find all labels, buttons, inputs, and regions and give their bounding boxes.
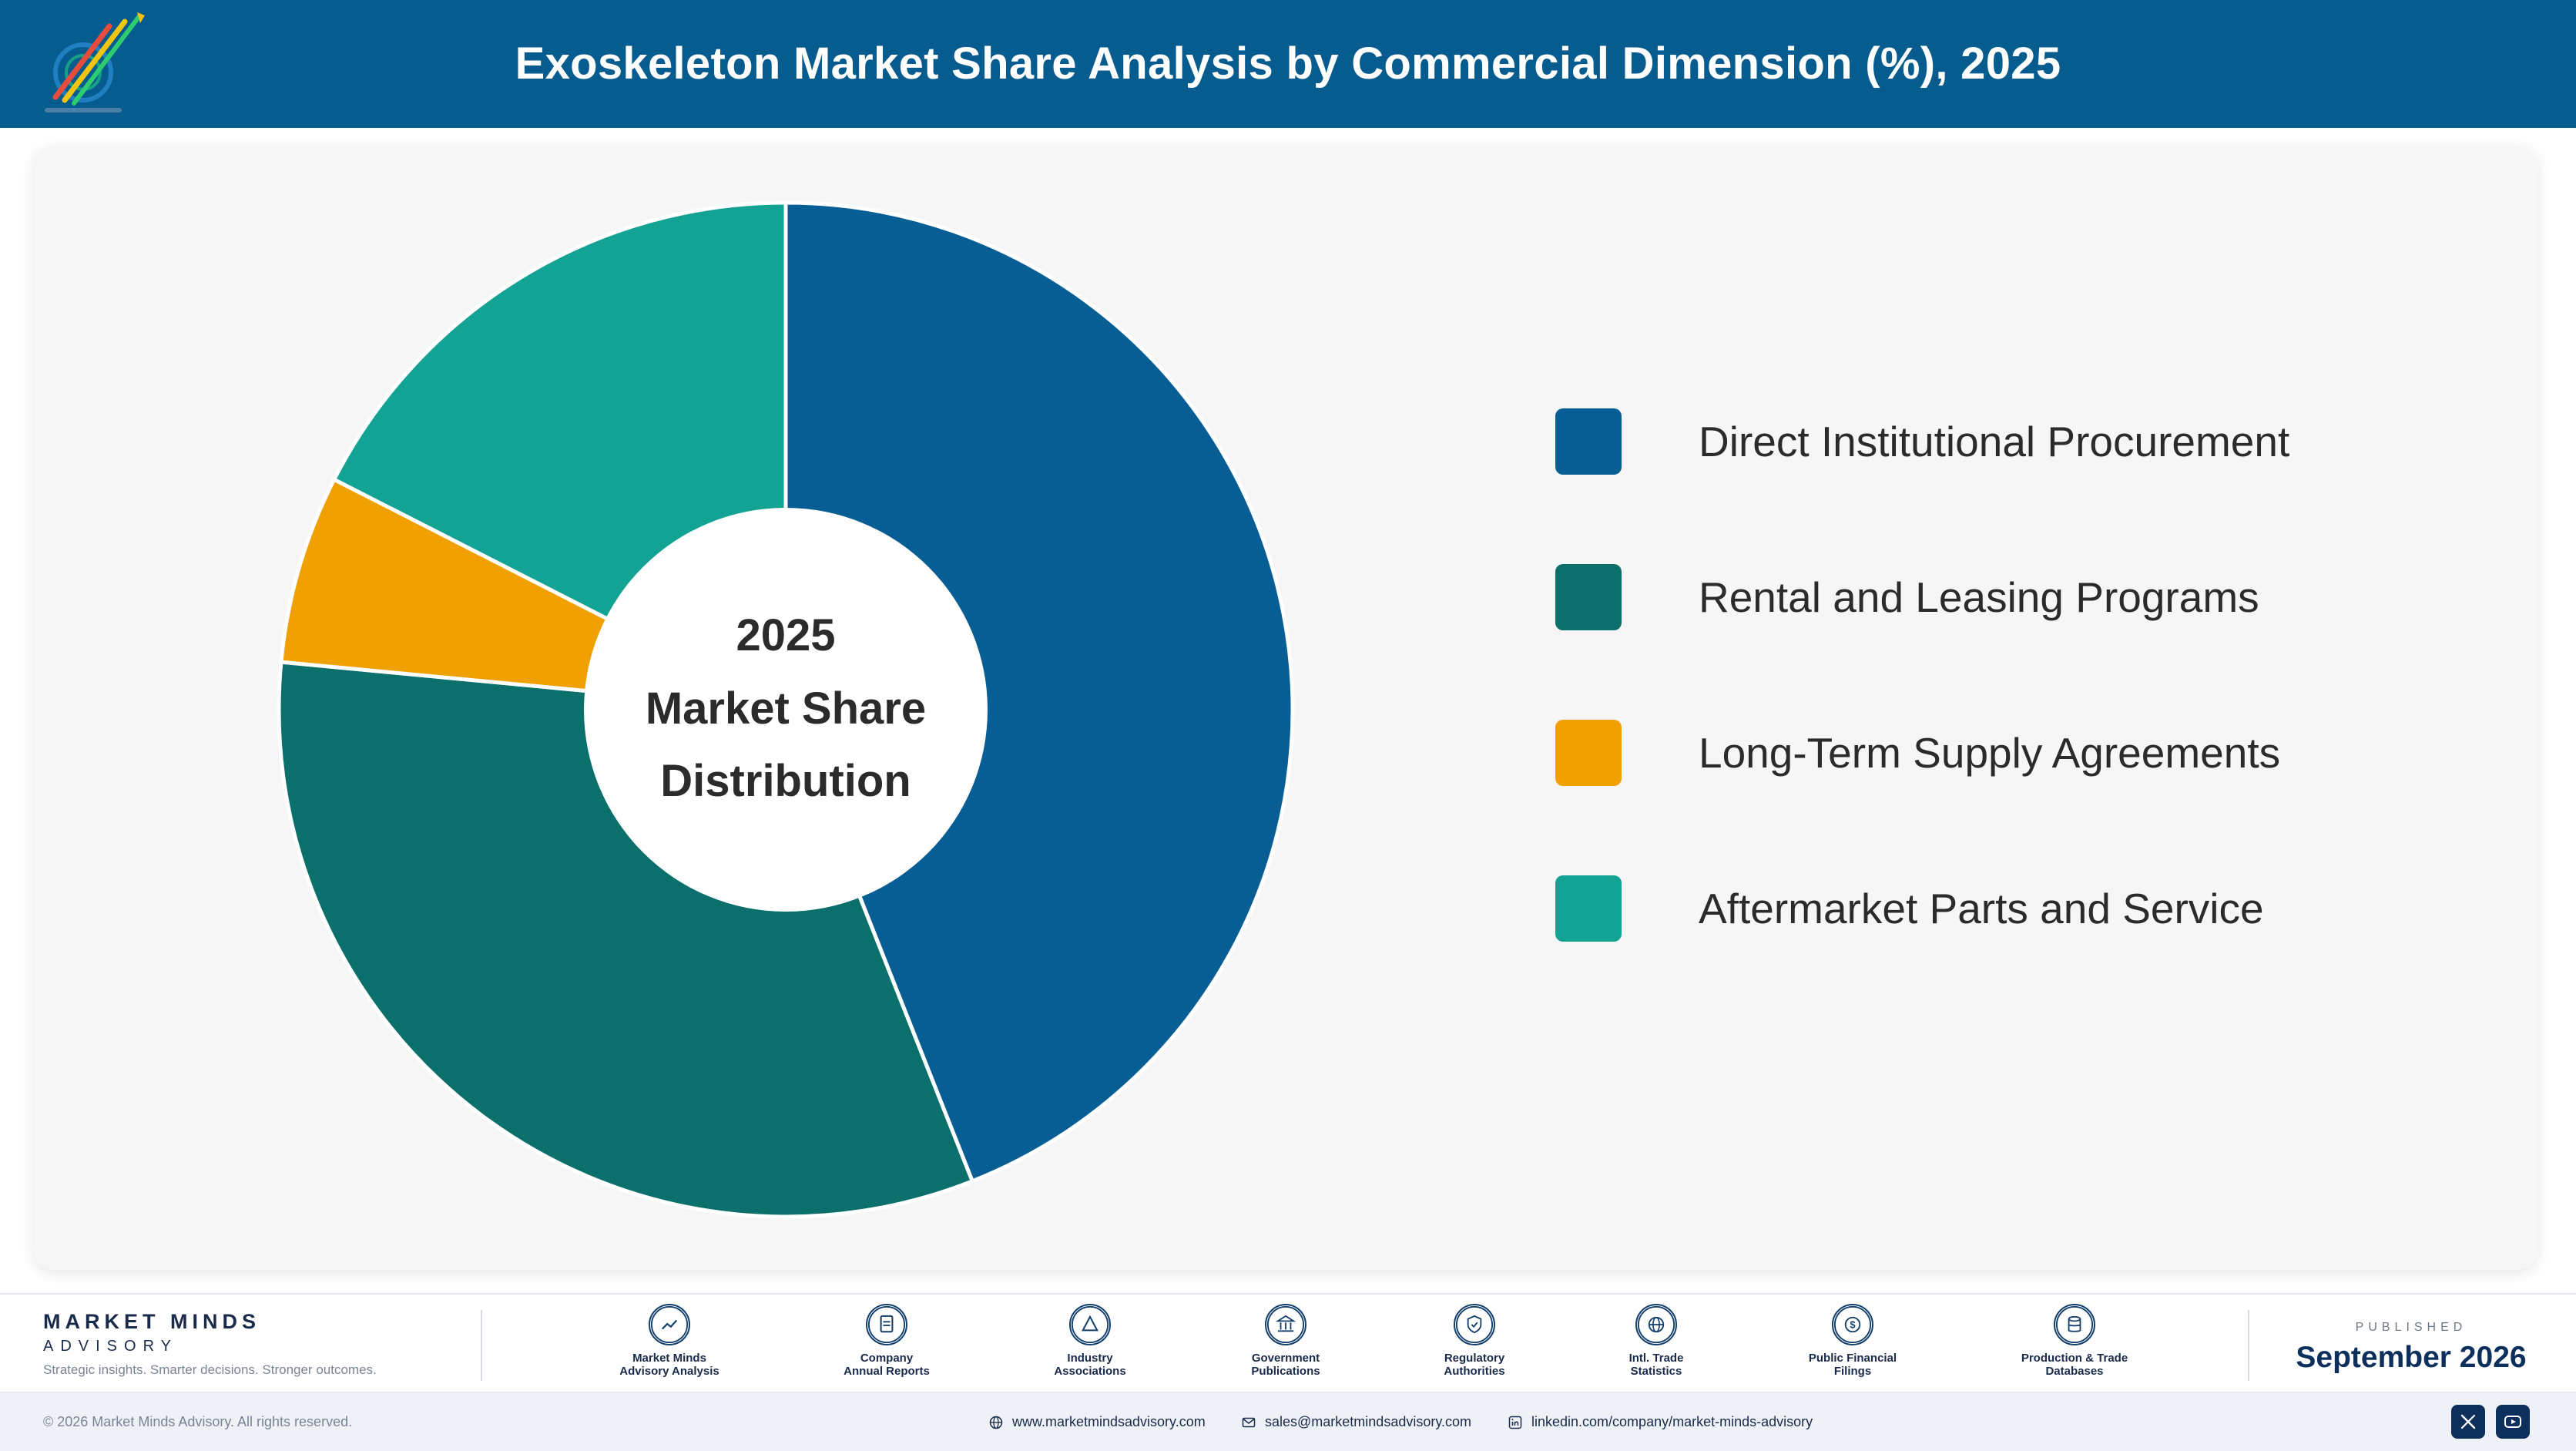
center-label-distribution: Distribution: [660, 756, 911, 806]
footer: MARKET MINDS ADVISORY Strategic insights…: [0, 1293, 2576, 1392]
header-bar: Exoskeleton Market Share Analysis by Com…: [0, 0, 2576, 128]
legend-swatch: [1555, 408, 1622, 475]
network-icon: [1069, 1304, 1111, 1345]
footer-divider: [2248, 1310, 2249, 1381]
linkedin-text: linkedin.com/company/market-minds-adviso…: [1531, 1414, 1813, 1429]
source-label-line2: Authorities: [1444, 1365, 1505, 1378]
source-label-line1: Intl. Trade: [1628, 1352, 1684, 1365]
source-label-line2: Advisory Analysis: [619, 1365, 719, 1378]
source-production-trade-databases[interactable]: Production & Trade Databases: [1990, 1304, 2159, 1378]
source-label-line2: Filings: [1833, 1365, 1872, 1378]
x-social-button[interactable]: [2451, 1405, 2485, 1439]
source-label-line2: Publications: [1251, 1365, 1320, 1378]
donut-chart: 2025 Market Share Distribution: [277, 200, 1295, 1219]
center-label-year: 2025: [736, 610, 835, 660]
source-label-line2: Statistics: [1630, 1365, 1682, 1378]
globe-icon: [1635, 1304, 1677, 1345]
shield-check-icon: [1454, 1304, 1495, 1345]
email-link[interactable]: sales@marketmindsadvisory.com: [1242, 1392, 1471, 1451]
legend-swatch: [1555, 875, 1622, 942]
source-public-financial-filings[interactable]: $ Public Financial Filings: [1768, 1304, 1937, 1378]
source-government-publications[interactable]: Government Publications: [1201, 1304, 1370, 1378]
source-label-line2: Databases: [2045, 1365, 2104, 1378]
brand-subtitle: ADVISORY: [43, 1338, 178, 1355]
source-intl-trade-statistics[interactable]: Intl. Trade Statistics: [1571, 1304, 1741, 1378]
brand-name: MARKET MINDS: [43, 1310, 260, 1333]
footer-divider: [481, 1310, 482, 1381]
company-logo-icon[interactable]: [39, 8, 154, 120]
source-label-line2: Associations: [1054, 1365, 1126, 1378]
source-label-line1: Company: [860, 1352, 914, 1365]
government-building-icon: [1265, 1304, 1306, 1345]
legend-label: Rental and Leasing Programs: [1699, 573, 2259, 621]
database-icon: [2054, 1304, 2095, 1345]
source-regulatory-authorities[interactable]: Regulatory Authorities: [1390, 1304, 1559, 1378]
document-icon: [866, 1304, 907, 1345]
youtube-icon: [2504, 1416, 2521, 1428]
source-label-line1: Regulatory: [1444, 1352, 1505, 1365]
source-label-line1: Production & Trade: [2021, 1352, 2128, 1365]
website-link[interactable]: www.marketmindsadvisory.com: [989, 1392, 1206, 1451]
legend-label: Long-Term Supply Agreements: [1699, 729, 2281, 777]
copyright-text: © 2026 Market Minds Advisory. All rights…: [43, 1414, 353, 1429]
bottom-bar: © 2026 Market Minds Advisory. All rights…: [0, 1392, 2576, 1451]
pie-slice-direct-institutional-procurement[interactable]: [783, 200, 1295, 1184]
legend-label: Aftermarket Parts and Service: [1699, 885, 2264, 932]
source-label-line1: Government: [1251, 1352, 1320, 1365]
page-title: Exoskeleton Market Share Analysis by Com…: [515, 39, 2061, 89]
source-market-minds-advisory-analysis[interactable]: Market Minds Advisory Analysis: [585, 1304, 754, 1378]
website-text: www.marketmindsadvisory.com: [1012, 1414, 1206, 1429]
published-label: PUBLISHED: [2355, 1321, 2467, 1334]
email-text: sales@marketmindsadvisory.com: [1265, 1414, 1472, 1429]
linkedin-icon: [1508, 1416, 1522, 1429]
legend-swatch: [1555, 564, 1622, 630]
dollar-coin-icon: $: [1832, 1304, 1873, 1345]
mail-icon: [1242, 1418, 1256, 1428]
center-label-market-share: Market Share: [646, 684, 926, 734]
globe-icon: [989, 1416, 1003, 1429]
source-label-line2: Annual Reports: [844, 1365, 930, 1378]
source-label-line1: Industry: [1067, 1352, 1113, 1365]
chart-line-icon: [649, 1304, 690, 1345]
source-label-line1: Public Financial: [1808, 1352, 1897, 1365]
linkedin-link[interactable]: linkedin.com/company/market-minds-adviso…: [1508, 1392, 1813, 1451]
x-logo-icon: [2460, 1414, 2476, 1429]
source-company-annual-reports[interactable]: Company Annual Reports: [802, 1304, 971, 1378]
brand-tagline: Strategic insights. Smarter decisions. S…: [43, 1362, 377, 1377]
chart-card: 2025 Market Share Distribution Direct In…: [34, 146, 2537, 1270]
youtube-social-button[interactable]: [2496, 1405, 2530, 1439]
source-industry-associations[interactable]: Industry Associations: [1005, 1304, 1175, 1378]
svg-text:$: $: [1850, 1319, 1856, 1331]
published-date: September 2026: [2296, 1341, 2527, 1374]
source-label-line1: Market Minds: [632, 1352, 706, 1365]
legend-label: Direct Institutional Procurement: [1699, 418, 2290, 465]
legend-swatch: [1555, 720, 1622, 786]
donut-hole: [584, 508, 988, 912]
